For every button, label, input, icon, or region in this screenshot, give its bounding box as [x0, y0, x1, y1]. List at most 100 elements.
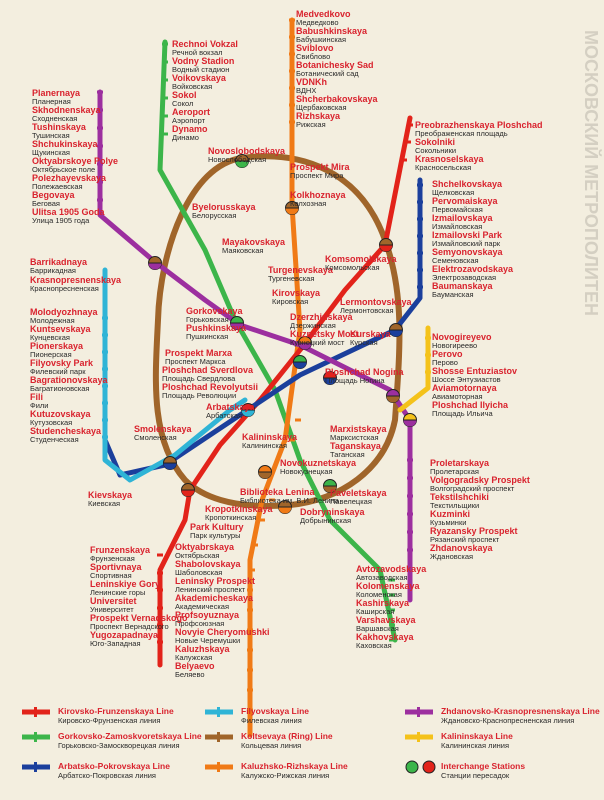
station-tick [407, 476, 413, 480]
station-name-en: Vodny Stadion [172, 56, 234, 66]
station-name-ru: Спортивная [90, 571, 132, 580]
station-name-en: Lermontovskaya [340, 297, 413, 307]
station-name-en: Biblioteka Lenina [240, 487, 316, 497]
station-tick [389, 593, 395, 597]
legend-label-en: Koltsevaya (Ring) Line [241, 731, 333, 741]
station-tick [289, 35, 295, 39]
legend-label-ru: Кировско-Фрунзенская линия [58, 716, 160, 725]
legend-label-en: Kirovsko-Frunzenskaya Line [58, 706, 174, 716]
station-tick [425, 370, 431, 374]
station-tick [389, 638, 395, 642]
station-name-ru: Улица 1905 года [32, 216, 90, 225]
station-name-en: Baumanskaya [432, 281, 494, 291]
interchange-station [181, 483, 195, 497]
station-tick [289, 86, 295, 90]
station-tick [425, 336, 431, 340]
station-name-en: Kurskaya [350, 329, 392, 339]
station-name-en: Paveletskaya [330, 488, 388, 498]
station-name-ru: Горьковская [186, 315, 229, 324]
station-name-ru: Авиамоторная [432, 392, 483, 401]
station-tick [162, 42, 168, 46]
interchange-station [285, 201, 299, 215]
station-tick [417, 217, 423, 221]
interchange-station [235, 154, 249, 168]
station-name-en: Zhdanovskaya [430, 543, 494, 553]
station-name-ru: Проспект Маркса [165, 357, 226, 366]
station-tick [102, 435, 108, 439]
station-name-en: Dynamo [172, 124, 208, 134]
station-name-ru: Коломенская [356, 590, 402, 599]
interchange-station [323, 371, 337, 385]
station-tick [97, 180, 103, 184]
station-tick [407, 494, 413, 498]
station-tick [157, 571, 163, 575]
station-tick [425, 353, 431, 357]
station-name-en: Volgogradsky Prospekt [430, 475, 530, 485]
station-tick [157, 623, 163, 627]
station-name-ru: Академическая [175, 602, 229, 611]
station-name-ru: Кузьминки [430, 518, 466, 527]
station-name-en: Studencheskaya [30, 426, 102, 436]
station-name-ru: Речной вокзал [172, 48, 223, 57]
station-name-en: Ryazansky Prospekt [430, 526, 518, 536]
station-name-ru: Багратионовская [30, 384, 89, 393]
legend-label-en: Arbatsko-Pokrovskaya Line [58, 761, 170, 771]
station-name-ru: Кировская [272, 297, 308, 306]
station-name-en: Kaluzhskaya [175, 644, 231, 654]
station-tick [295, 418, 301, 422]
station-name-ru: Пушкинская [186, 332, 228, 341]
legend-swatch [422, 760, 436, 774]
station-name-en: Pushkinskaya [186, 323, 247, 333]
station-name-en: Oktyabrskaya [175, 542, 235, 552]
cyan-line [102, 267, 248, 483]
station-labels: MedvedkovoМедведковоBabushkinskayaБабушк… [30, 9, 543, 679]
station-preobrazhenskaya-ploshchad: Preobrazhenskaya PloshchadПреображенская… [415, 120, 543, 138]
station-tick [407, 530, 413, 534]
station-tick [417, 234, 423, 238]
station-name-en: Pervomaiskaya [432, 196, 499, 206]
legend-tick [34, 762, 37, 772]
station-tick [289, 52, 295, 56]
interchange-station [241, 403, 255, 417]
station-name-ru: Юго-Западная [90, 639, 141, 648]
station-name-en: Pionerskaya [30, 341, 84, 351]
station-name-en: Oktyabrskoye Polye [32, 156, 118, 166]
station-name-ru: Медведково [296, 18, 339, 27]
station-name-en: Izmailovskaya [432, 213, 494, 223]
station-tick [97, 90, 103, 94]
station-tick [247, 608, 253, 612]
station-name-ru: Полежаевская [32, 182, 83, 191]
station-name-en: Barrikadnaya [30, 257, 88, 267]
station-name-ru: Фрунзенская [90, 554, 135, 563]
station-name-en: Frunzenskaya [90, 545, 151, 555]
station-name-en: Prospekt Vernadskogo [90, 613, 188, 623]
